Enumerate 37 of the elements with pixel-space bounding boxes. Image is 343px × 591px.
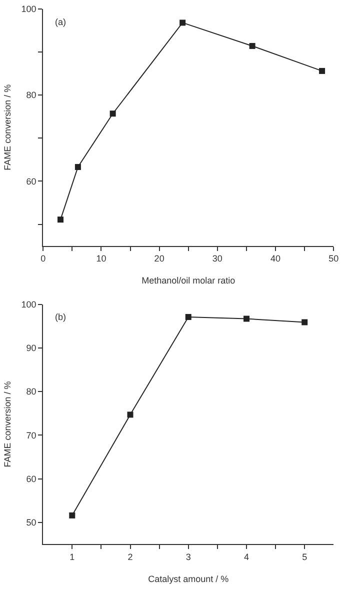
x-axis-title: Methanol/oil molar ratio [142, 275, 236, 286]
point [180, 20, 186, 26]
x-tick-label: 1 [70, 552, 75, 562]
annotation: (a) [55, 17, 66, 27]
x-tick-label: 40 [270, 254, 281, 264]
x-tick-label: 0 [40, 254, 46, 264]
point [249, 42, 256, 49]
y-tick-label: 100 [21, 4, 36, 14]
y-tick-label: 70 [26, 430, 36, 440]
x-tick-label: 30 [212, 254, 222, 264]
point [302, 319, 308, 326]
y-axis-title: FAME conversion / % [2, 84, 13, 170]
y-tick-label: 90 [26, 343, 36, 354]
x-tick-label: 3 [186, 552, 191, 562]
point [243, 316, 250, 322]
x-tick-label: 50 [328, 254, 339, 264]
x-tick-label: 5 [302, 552, 308, 562]
y-axis-title: FAME conversion / % [2, 381, 13, 468]
y-tick-label: 50 [26, 518, 36, 528]
y-tick-label: 60 [26, 474, 36, 484]
annotation: (b) [55, 312, 66, 322]
point [69, 512, 76, 518]
y-tick-label: 80 [26, 90, 36, 100]
point [127, 412, 134, 418]
point [110, 110, 116, 117]
x-tick-label: 10 [96, 254, 106, 264]
x-axis-title: Catalyst amount / % [148, 574, 229, 584]
x-tick-label: 2 [128, 552, 133, 562]
y-tick-label: 100 [21, 300, 36, 310]
y-tick-label: 80 [26, 386, 36, 397]
x-tick-label: 20 [154, 254, 164, 264]
y-tick-label: 60 [26, 176, 36, 186]
x-tick-label: 4 [244, 552, 249, 562]
point [58, 216, 64, 223]
point [185, 314, 192, 320]
point [319, 68, 326, 74]
point [74, 164, 81, 170]
